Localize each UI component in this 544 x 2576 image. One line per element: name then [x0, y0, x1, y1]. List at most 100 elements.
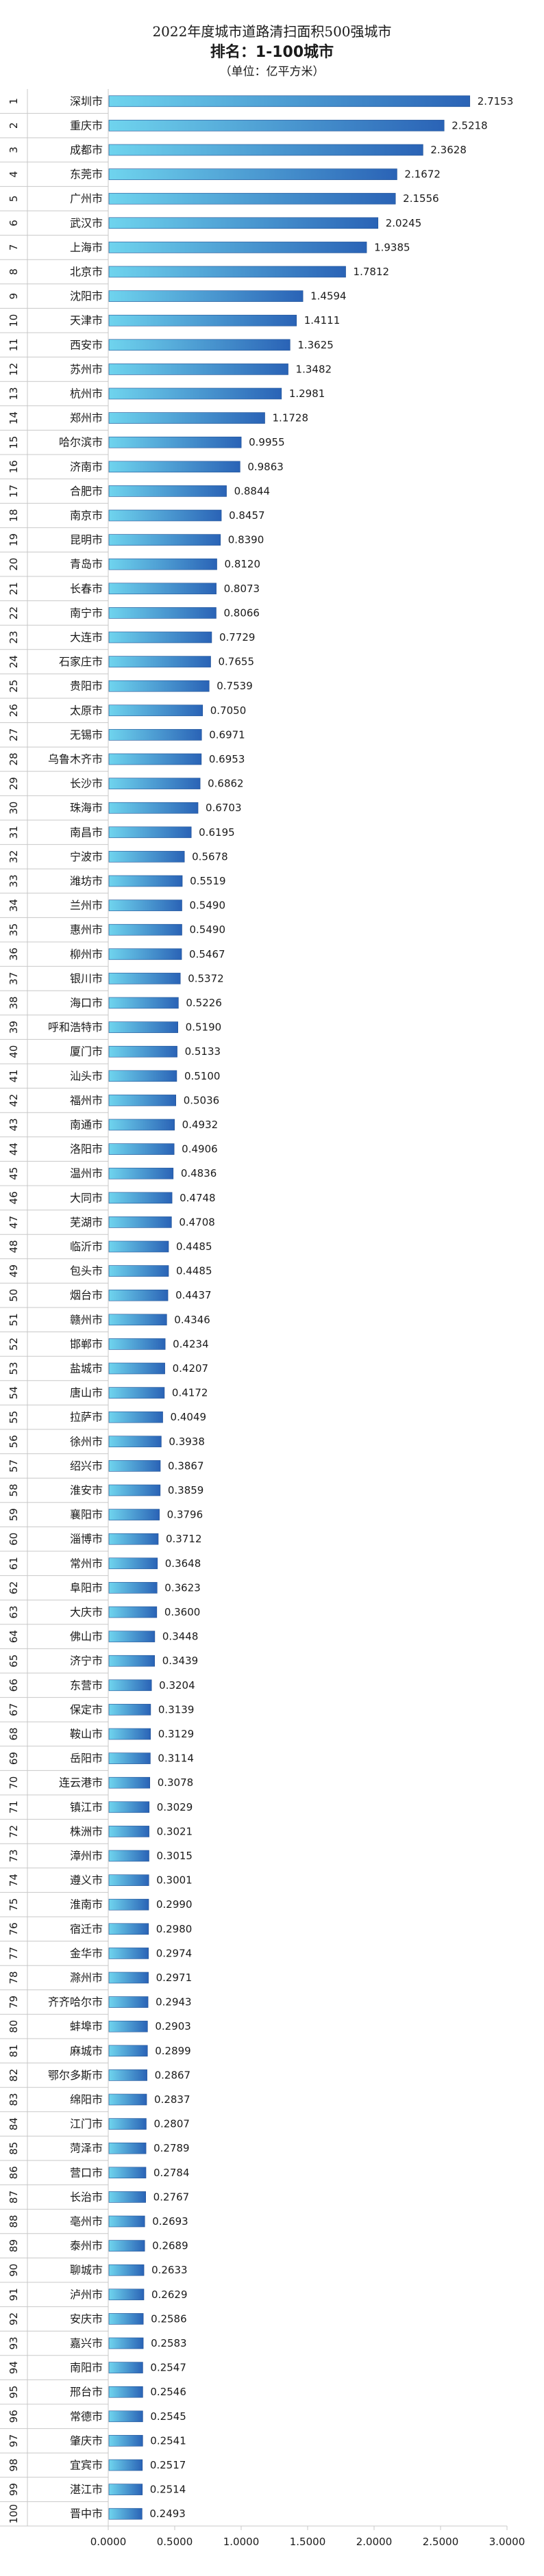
rank-label: 76 — [8, 1922, 20, 1935]
category-label: 漳州市 — [70, 1850, 103, 1863]
rank-label: 60 — [8, 1533, 20, 1546]
category-label: 乌鲁木齐市 — [48, 753, 103, 766]
category-label: 沈阳市 — [70, 290, 103, 303]
rank-label: 69 — [8, 1752, 20, 1765]
rank-label: 72 — [8, 1825, 20, 1838]
bar — [108, 1948, 149, 1959]
value-label: 0.2547 — [150, 2362, 186, 2374]
value-label: 0.4207 — [173, 1362, 208, 1375]
value-label: 0.4485 — [176, 1240, 212, 1253]
category-label: 遵义市 — [70, 1874, 103, 1887]
rank-label: 55 — [8, 1411, 20, 1424]
bar — [108, 144, 423, 156]
category-label: 徐州市 — [70, 1435, 103, 1448]
bar — [108, 2337, 144, 2349]
rank-label: 77 — [8, 1947, 20, 1960]
rank-label: 96 — [8, 2410, 20, 2423]
rank-label: 86 — [8, 2166, 20, 2179]
category-label: 镇江市 — [70, 1800, 103, 1813]
bar — [108, 217, 379, 229]
category-label: 安庆市 — [70, 2312, 103, 2325]
category-label: 包头市 — [70, 1264, 103, 1277]
rank-label: 65 — [8, 1655, 20, 1668]
rank-label: 43 — [8, 1118, 20, 1131]
category-label: 拉萨市 — [70, 1411, 103, 1424]
rank-label: 91 — [8, 2288, 20, 2301]
value-label: 0.3029 — [157, 1801, 193, 1813]
value-label: 0.6195 — [199, 826, 235, 839]
value-label: 0.2971 — [156, 1972, 192, 1984]
value-label: 0.2545 — [150, 2410, 186, 2423]
bar — [108, 1972, 149, 1984]
value-label: 0.4906 — [182, 1143, 218, 1156]
value-label: 0.3139 — [158, 1703, 195, 1716]
rank-label: 75 — [8, 1898, 20, 1911]
rank-label: 47 — [8, 1216, 20, 1229]
bar — [108, 778, 201, 789]
value-label: 2.1672 — [404, 168, 441, 181]
category-label: 邢台市 — [70, 2386, 103, 2399]
rank-label: 30 — [8, 802, 20, 815]
value-label: 0.5519 — [190, 875, 226, 887]
bar — [108, 1533, 159, 1545]
bar — [108, 1436, 162, 1448]
category-label: 常州市 — [70, 1557, 103, 1570]
bar — [108, 1996, 149, 2008]
bar — [108, 1362, 165, 1375]
bar — [108, 2288, 145, 2301]
value-label: 0.3448 — [162, 1631, 199, 1643]
value-label: 0.5190 — [186, 1021, 222, 1034]
bar — [108, 656, 211, 667]
value-label: 0.6971 — [209, 728, 245, 741]
category-label: 南宁市 — [70, 607, 103, 620]
value-label: 0.2980 — [156, 1923, 193, 1935]
rank-label: 93 — [8, 2336, 20, 2349]
value-label: 0.7050 — [210, 704, 247, 717]
rank-label: 50 — [8, 1289, 20, 1302]
category-label: 淮南市 — [70, 1898, 103, 1911]
bar — [108, 1557, 158, 1570]
rank-label: 88 — [8, 2215, 20, 2228]
x-tick-label: 3.0000 — [489, 2536, 526, 2548]
category-label: 北京市 — [70, 266, 103, 279]
bar — [108, 2484, 143, 2495]
bar — [108, 1338, 166, 1350]
category-label: 惠州市 — [70, 923, 103, 936]
category-label: 赣州市 — [70, 1313, 103, 1326]
category-label: 菏泽市 — [70, 2142, 103, 2155]
category-label: 聊城市 — [70, 2264, 103, 2277]
bar — [108, 900, 182, 911]
rank-label: 63 — [8, 1605, 20, 1618]
category-label: 太原市 — [70, 704, 103, 717]
bar — [108, 1289, 169, 1301]
category-label: 海口市 — [70, 997, 103, 1010]
rank-label: 71 — [8, 1800, 20, 1813]
bar — [108, 753, 202, 765]
rank-label: 59 — [8, 1508, 20, 1521]
bar — [108, 2045, 148, 2057]
category-label: 上海市 — [70, 241, 103, 254]
value-label: 0.3867 — [168, 1459, 204, 1472]
rank-label: 64 — [8, 1630, 20, 1643]
bar — [108, 2215, 145, 2228]
bar — [108, 680, 210, 692]
value-label: 1.3625 — [297, 339, 334, 351]
bar — [108, 2386, 143, 2398]
value-label: 0.7655 — [219, 656, 255, 668]
rank-label: 24 — [8, 655, 20, 668]
rank-label: 61 — [8, 1557, 20, 1570]
value-label: 0.3439 — [162, 1655, 199, 1667]
category-label: 邯郸市 — [70, 1338, 103, 1351]
bar — [108, 997, 179, 1009]
value-label: 0.5226 — [186, 997, 222, 1009]
bar — [108, 1631, 156, 1642]
value-label: 2.7153 — [478, 95, 514, 107]
category-label: 长春市 — [70, 582, 103, 595]
x-tick-label: 2.5000 — [423, 2536, 459, 2548]
category-label: 芜湖市 — [70, 1216, 103, 1229]
category-label: 呼和浩特市 — [48, 1021, 103, 1034]
value-label: 0.8457 — [229, 509, 265, 522]
x-tick-label: 2.0000 — [356, 2536, 393, 2548]
rank-label: 78 — [8, 1971, 20, 1984]
bar — [108, 314, 297, 327]
